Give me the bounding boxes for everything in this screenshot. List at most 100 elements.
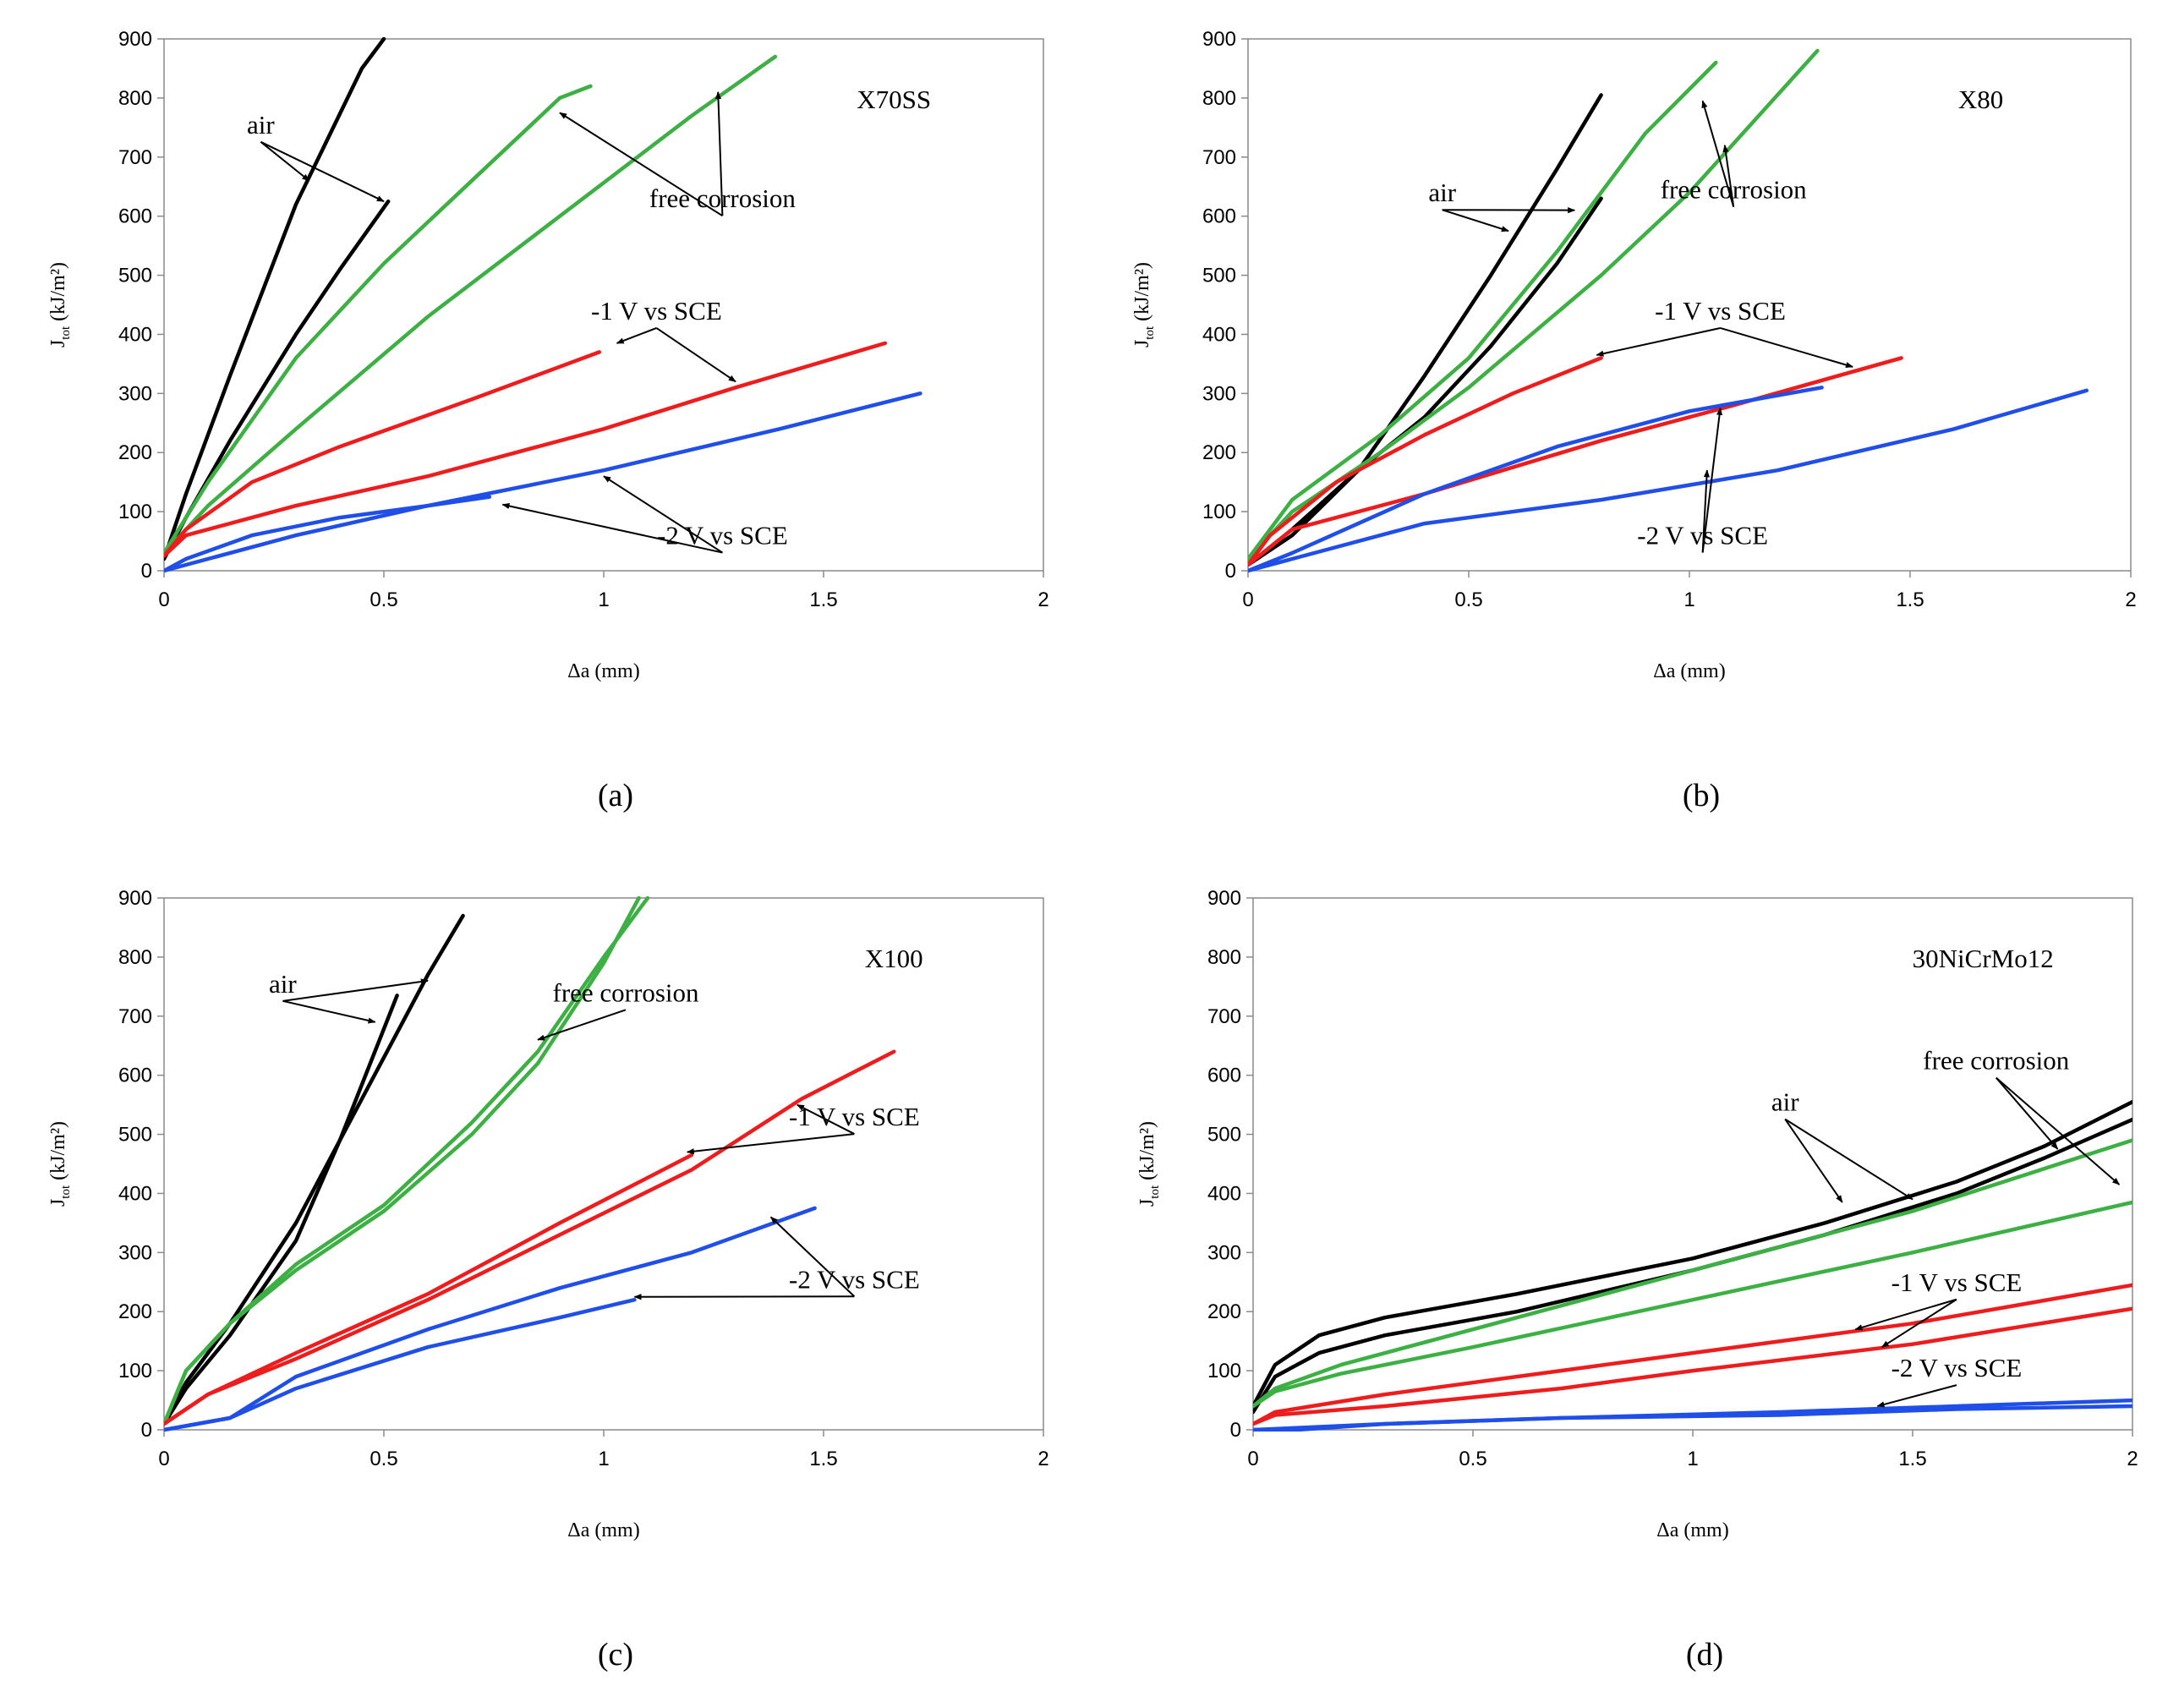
- y-tick-label: 500: [1202, 265, 1236, 287]
- x-tick-label: 0.5: [370, 1448, 397, 1470]
- panel-c: 0 100 200 300 400 500 600 700 800 900 0 0.5 1 1.5 2 air…: [47, 887, 1049, 1672]
- series-line-free-corrosion-1: [164, 84, 593, 556]
- x-tick-label: 0: [158, 588, 169, 611]
- y-tick-label: 200: [118, 1300, 152, 1323]
- annotation-air: air: [269, 969, 297, 999]
- annotation-m1: -1 V vs SCE: [1891, 1267, 2023, 1297]
- x-tick-label: 1.5: [809, 1448, 837, 1470]
- x-axis-label: Δa (mm): [567, 660, 639, 682]
- panel-a: 0 100 200 300 400 500 600 700 800 900 0 0.5 1 1.5 2 air…: [47, 28, 1049, 813]
- y-tick-label: 200: [1207, 1300, 1241, 1323]
- series-line-minus1V-2: [164, 1049, 896, 1426]
- y-tick-label: 0: [1230, 1419, 1241, 1442]
- annotation-arrow: [1596, 326, 1721, 357]
- panel-label: (b): [1683, 778, 1720, 813]
- y-axis-label-sub: tot: [1148, 1185, 1162, 1199]
- series-line-minus2V-2: [1253, 1404, 2132, 1432]
- series-line-minus1V-1: [1248, 356, 1603, 567]
- y-tick-label: 700: [118, 146, 152, 169]
- series-line-minus2V-2: [1248, 388, 2089, 572]
- y-axis-label-sub: tot: [59, 326, 73, 340]
- series-line-minus1V-1: [164, 350, 602, 558]
- x-tick-label: 0.5: [1454, 588, 1482, 611]
- x-tick-label: 1: [598, 588, 609, 611]
- y-tick-label: 800: [118, 946, 152, 969]
- series-line-minus1V-2: [1253, 1306, 2132, 1426]
- annotation-m1: -1 V vs SCE: [789, 1102, 920, 1131]
- y-tick-label: 600: [118, 205, 152, 228]
- series-line-air-1: [164, 37, 386, 561]
- annotation-arrow: [603, 475, 723, 554]
- annotation-arrow: [714, 91, 724, 216]
- y-tick-label: 900: [1207, 887, 1241, 910]
- y-tick-label: 400: [118, 1182, 152, 1205]
- material-label: X100: [865, 944, 923, 973]
- x-tick-label: 1: [598, 1448, 609, 1470]
- y-tick-label: 0: [141, 1419, 152, 1442]
- y-axis-label-sub: tot: [1143, 326, 1157, 340]
- series-line-minus1V-1: [164, 1152, 694, 1426]
- y-axis-label-main: J: [1136, 1199, 1158, 1207]
- x-tick-label: 0: [1247, 1448, 1258, 1470]
- y-axis-label-main: J: [47, 1199, 69, 1207]
- annotation-arrow: [501, 502, 723, 554]
- x-tick-label: 2: [2125, 588, 2136, 611]
- y-tick-label: 700: [1207, 1005, 1241, 1028]
- series-line-free-corrosion-2: [1248, 48, 1820, 561]
- y-tick-label: 900: [118, 887, 152, 910]
- y-tick-label: 400: [1202, 323, 1236, 346]
- material-label: X70SS: [857, 85, 931, 114]
- annotation-air: air: [1428, 178, 1456, 207]
- y-tick-label: 200: [118, 441, 152, 464]
- x-tick-label: 1: [1687, 1448, 1698, 1470]
- y-tick-label: 0: [141, 560, 152, 583]
- annotation-arrow: [537, 1009, 627, 1041]
- y-tick-label: 300: [1202, 382, 1236, 405]
- series-line-air-1: [164, 913, 465, 1426]
- annotation-arrow: [655, 327, 736, 383]
- annotation-m1: -1 V vs SCE: [591, 296, 722, 326]
- y-tick-label: 600: [1207, 1065, 1241, 1087]
- x-tick-label: 0.5: [370, 588, 397, 611]
- y-axis-label-rest: (kJ/m²): [47, 262, 69, 326]
- y-axis-label: Jtot (kJ/m²): [1131, 262, 1157, 348]
- x-axis-label: Δa (mm): [567, 1519, 639, 1541]
- series-group: [1253, 1099, 2132, 1432]
- annotation-arrow: [260, 141, 310, 182]
- annotation-arrow: [1854, 1298, 1957, 1331]
- y-tick-label: 500: [1207, 1124, 1241, 1147]
- x-axis-label: Δa (mm): [1656, 1519, 1728, 1541]
- y-tick-label: 100: [118, 1360, 152, 1382]
- x-tick-label: 1.5: [1898, 1448, 1926, 1470]
- annotation-arrow: [616, 327, 657, 344]
- series-line-free-corrosion-2: [164, 896, 641, 1426]
- series-line-minus1V-1: [1253, 1283, 2132, 1426]
- y-tick-label: 700: [118, 1005, 152, 1028]
- y-tick-label: 300: [118, 1241, 152, 1264]
- axes: 0 100 200 300 400 500 600 700 800 900 0 0.5 1 1.5 2 air…: [118, 28, 1049, 611]
- y-tick-label: 300: [118, 382, 152, 405]
- annotation-arrow: [1876, 1384, 1957, 1408]
- annotation-arrow: [1722, 144, 1735, 207]
- y-tick-label: 400: [1207, 1182, 1241, 1205]
- annotation-arrow: [559, 112, 723, 217]
- annotation-arrow: [686, 1133, 855, 1155]
- series-line-minus2V-1: [1248, 386, 1824, 572]
- x-tick-label: 0: [158, 1448, 169, 1470]
- y-axis-label-main: J: [1131, 340, 1153, 348]
- series-line-air-2: [164, 994, 399, 1426]
- series-line-minus2V-2: [164, 1206, 817, 1432]
- annotation-arrow: [1784, 1119, 1843, 1203]
- series-group: [1248, 48, 2089, 572]
- y-tick-label: 200: [1202, 441, 1236, 464]
- annotation-arrow: [1701, 100, 1735, 207]
- y-tick-label: 600: [1202, 205, 1236, 228]
- annotation-m2: -2 V vs SCE: [657, 521, 788, 550]
- y-axis-label: Jtot (kJ/m²): [47, 1121, 73, 1207]
- y-tick-label: 500: [118, 265, 152, 287]
- annotation-arrow: [769, 1216, 856, 1297]
- series-line-free-corrosion-2: [1253, 1200, 2132, 1409]
- annotation-arrow: [1995, 1076, 2121, 1185]
- annotation-m2: -2 V vs SCE: [789, 1264, 920, 1294]
